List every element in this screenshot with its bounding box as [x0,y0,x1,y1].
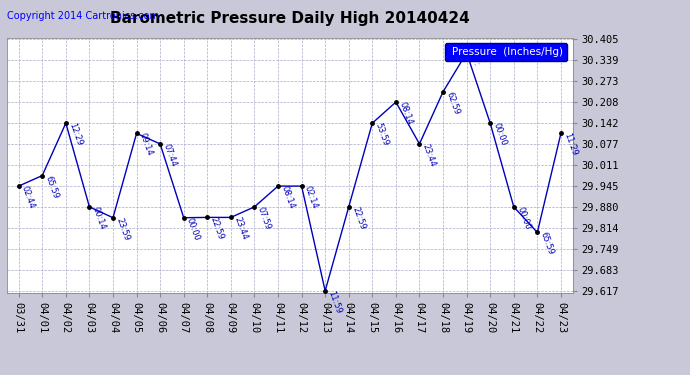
Text: 53:59: 53:59 [374,122,391,147]
Text: 23:44: 23:44 [421,142,437,168]
Text: 11:59: 11:59 [326,290,343,315]
Text: 09:14: 09:14 [138,132,155,158]
Text: 22:59: 22:59 [350,206,366,231]
Text: Barometric Pressure Daily High 20140424: Barometric Pressure Daily High 20140424 [110,11,470,26]
Text: 62:59: 62:59 [444,90,461,116]
Text: 08:14: 08:14 [279,185,296,210]
Text: 22:59: 22:59 [208,216,225,242]
Text: 00:00: 00:00 [185,216,201,242]
Text: 07:59: 07:59 [256,206,273,231]
Text: 11:29: 11:29 [562,132,579,158]
Text: 12:29: 12:29 [67,122,83,147]
Text: 08:14: 08:14 [397,100,414,126]
Text: Copyright 2014 Cartronics.com: Copyright 2014 Cartronics.com [7,11,159,21]
Text: 07:44: 07:44 [161,142,178,168]
Text: 07:: 07: [468,51,481,67]
Text: 00:00: 00:00 [515,206,532,231]
Text: 02:14: 02:14 [303,185,319,210]
Text: 65:59: 65:59 [43,174,60,200]
Text: 23:44: 23:44 [233,216,249,242]
Text: 02:44: 02:44 [20,185,37,210]
Text: 23:59: 23:59 [115,216,131,242]
Legend: Pressure  (Inches/Hg): Pressure (Inches/Hg) [445,43,567,61]
Text: 00:00: 00:00 [491,122,508,147]
Text: 00:14: 00:14 [91,206,108,231]
Text: 65:59: 65:59 [539,231,555,256]
